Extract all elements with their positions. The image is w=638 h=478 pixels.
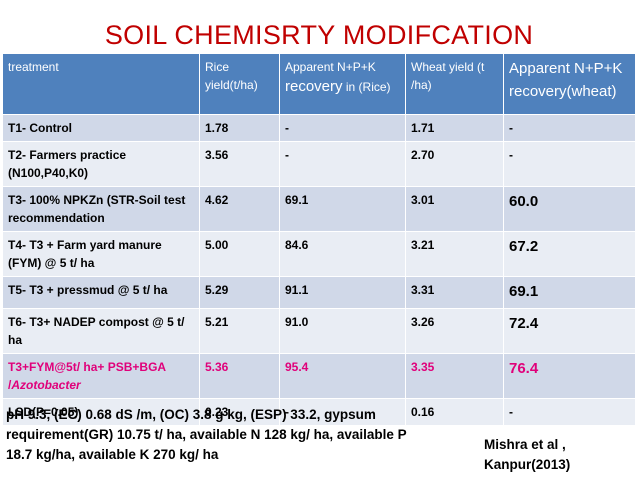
cell-rice-recovery: - [279, 397, 406, 426]
cell-wheat-recovery: - [503, 397, 636, 426]
cell-rice-recovery: - [279, 114, 406, 142]
cell-wheat-recovery: 67.2 [503, 231, 636, 277]
cell-rice-recovery: 84.6 [279, 231, 406, 277]
cell-rice-yield: 5.29 [199, 276, 280, 309]
header-rice-recovery-b: recovery [285, 78, 343, 95]
table-row-highlighted: T3+FYM@5t/ ha+ PSB+BGA /Azotobacter 5.36… [2, 352, 636, 399]
table-header-row: treatment Rice yield(t/ha) Apparent N+P+… [2, 53, 636, 115]
table-row: T3- 100% NPKZn (STR-Soil test recommenda… [2, 186, 636, 232]
cell-treatment: T6- T3+ NADEP compost @ 5 t/ ha [2, 307, 200, 354]
cell-treatment: T2- Farmers practice (N100,P40,K0) [2, 141, 200, 187]
soil-properties-note: pH 9.3, (EC) 0.68 dS /m, (OC) 3.8 g kg, … [6, 407, 407, 462]
cell-rice-yield: 3.56 [199, 141, 280, 187]
citation: Mishra et al , Kanpur(2013) [484, 435, 570, 475]
cell-wheat-yield: 3.21 [405, 231, 504, 277]
cell-rice-yield: 1.78 [199, 114, 280, 142]
header-rice-yield: Rice yield(t/ha) [199, 53, 280, 115]
cell-treatment: LSD(P=0.05) [2, 397, 200, 426]
header-wheat-recovery: Apparent N+P+K recovery(wheat) [503, 53, 636, 115]
table-row: T4- T3 + Farm yard manure (FYM) @ 5 t/ h… [2, 231, 636, 277]
cell-rice-yield: 0.23 [199, 397, 280, 426]
cell-treatment: T1- Control [2, 114, 200, 142]
cell-wheat-yield: 3.01 [405, 186, 504, 232]
cell-treatment-italic: Azotobacter [11, 377, 81, 392]
cell-wheat-recovery: 76.4 [503, 352, 636, 399]
cell-rice-yield: 4.62 [199, 186, 280, 232]
slide-title: SOIL CHEMISRTY MODIFCATION [104, 20, 534, 50]
header-rice-recovery-a: Apparent N+P+K [285, 60, 376, 74]
cell-treatment: T3+FYM@5t/ ha+ PSB+BGA /Azotobacter [2, 352, 200, 399]
cell-wheat-recovery: - [503, 114, 636, 142]
table-row: T1- Control 1.78 - 1.71 - [2, 114, 636, 142]
cell-treatment: T3- 100% NPKZn (STR-Soil test recommenda… [2, 186, 200, 232]
results-table: treatment Rice yield(t/ha) Apparent N+P+… [2, 53, 636, 426]
cell-treatment: T5- T3 + pressmud @ 5 t/ ha [2, 276, 200, 309]
cell-wheat-recovery: - [503, 141, 636, 187]
cell-rice-recovery: 95.4 [279, 352, 406, 399]
header-wheat-yield: Wheat yield (t /ha) [405, 53, 504, 115]
cell-wheat-yield: 2.70 [405, 141, 504, 187]
cell-rice-recovery: - [279, 141, 406, 187]
cell-wheat-yield: 3.31 [405, 276, 504, 309]
citation-place-year: Kanpur(2013) [484, 456, 571, 472]
header-rice-recovery: Apparent N+P+K recovery in (Rice) [279, 53, 406, 115]
cell-rice-yield: 5.36 [199, 352, 280, 399]
cell-wheat-yield: 3.26 [405, 307, 504, 354]
cell-rice-recovery: 69.1 [279, 186, 406, 232]
cell-rice-yield: 5.00 [199, 231, 280, 277]
cell-rice-yield: 5.21 [199, 307, 280, 354]
cell-treatment-text: T3+FYM@5t/ ha+ PSB+BGA / [8, 359, 166, 392]
header-treatment: treatment [2, 53, 200, 115]
table-row: LSD(P=0.05) 0.23 - 0.16 - [2, 397, 636, 426]
cell-wheat-yield: 3.35 [405, 352, 504, 399]
table-row: T5- T3 + pressmud @ 5 t/ ha 5.29 91.1 3.… [2, 276, 636, 309]
table-row: T6- T3+ NADEP compost @ 5 t/ ha 5.21 91.… [2, 307, 636, 354]
cell-wheat-yield: 0.16 [405, 397, 504, 426]
cell-wheat-yield: 1.71 [405, 114, 504, 142]
cell-treatment: T4- T3 + Farm yard manure (FYM) @ 5 t/ h… [2, 231, 200, 277]
cell-rice-recovery: 91.0 [279, 307, 406, 354]
cell-wheat-recovery: 72.4 [503, 307, 636, 354]
header-rice-recovery-c: in (Rice) [342, 80, 391, 94]
cell-wheat-recovery: 69.1 [503, 276, 636, 309]
table-row: T2- Farmers practice (N100,P40,K0) 3.56 … [2, 141, 636, 187]
cell-rice-recovery: 91.1 [279, 276, 406, 309]
cell-wheat-recovery: 60.0 [503, 186, 636, 232]
citation-authors: Mishra et al , [484, 437, 566, 452]
